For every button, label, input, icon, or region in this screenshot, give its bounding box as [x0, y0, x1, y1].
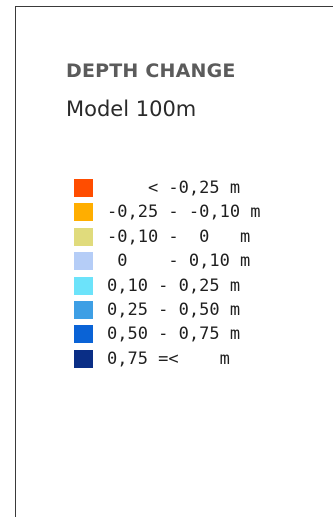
legend-swatch: [74, 276, 93, 295]
legend-swatch: [74, 300, 93, 319]
legend-swatch: [74, 325, 93, 344]
legend-list: < -0,25 m -0,25 - -0,10 m -0,10 - 0 m 0 …: [74, 176, 314, 371]
legend-range-label: 0,50 - 0,75 m: [107, 324, 241, 345]
legend-subtitle: Model 100m: [66, 97, 197, 121]
legend-title: DEPTH CHANGE: [66, 60, 236, 82]
legend-item: -0,10 - 0 m: [74, 225, 314, 249]
legend-swatch: [74, 349, 93, 368]
legend-range-label: 0,10 - 0,25 m: [107, 275, 241, 296]
legend-item: 0 - 0,10 m: [74, 249, 314, 273]
legend-range-label: 0,25 - 0,50 m: [107, 299, 241, 320]
legend-range-label: -0,10 - 0 m: [107, 226, 251, 247]
legend-item: 0,75 =< m: [74, 347, 314, 371]
legend-swatch: [74, 179, 93, 197]
legend-item: -0,25 - -0,10 m: [74, 200, 314, 224]
legend-range-label: < -0,25 m: [107, 178, 241, 198]
legend-item: 0,50 - 0,75 m: [74, 322, 314, 346]
legend-swatch: [74, 227, 93, 246]
legend-swatch: [74, 252, 93, 271]
legend-range-label: 0,75 =< m: [107, 348, 230, 369]
legend-range-label: -0,25 - -0,10 m: [107, 202, 261, 223]
legend-item: 0,10 - 0,25 m: [74, 274, 314, 298]
legend-swatch: [74, 203, 93, 222]
legend-panel: [15, 6, 333, 517]
legend-item: < -0,25 m: [74, 176, 314, 200]
legend-range-label: 0 - 0,10 m: [107, 251, 251, 272]
legend-item: 0,25 - 0,50 m: [74, 298, 314, 322]
